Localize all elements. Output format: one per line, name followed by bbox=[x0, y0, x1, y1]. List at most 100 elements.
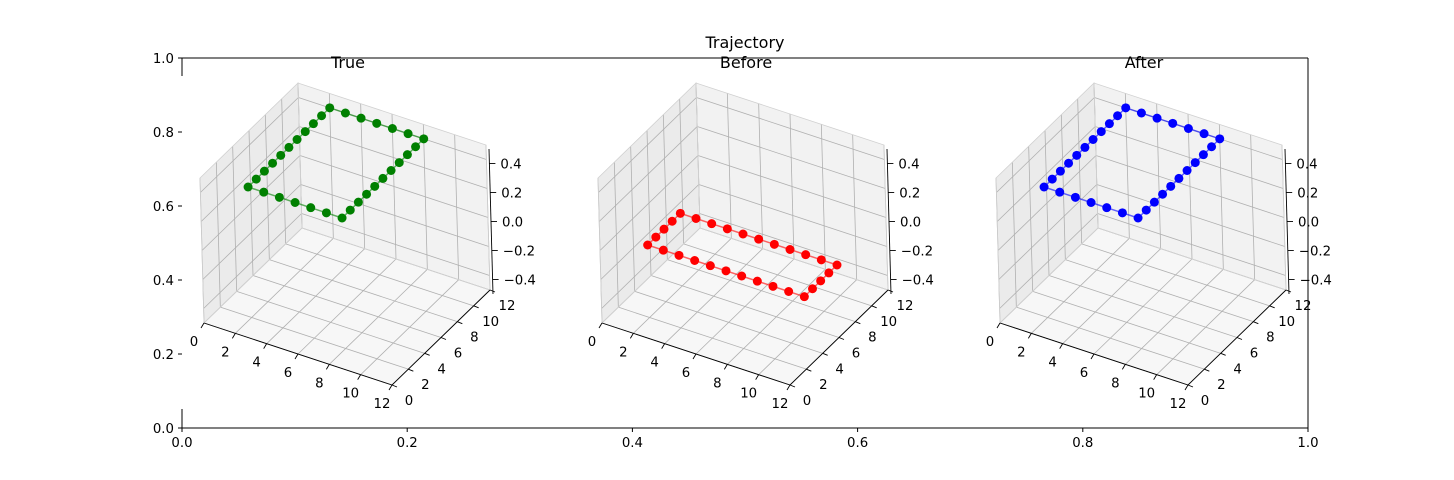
data-point bbox=[300, 127, 310, 137]
data-point bbox=[1166, 181, 1176, 191]
x-tick bbox=[786, 384, 791, 391]
data-point bbox=[737, 271, 747, 281]
data-point bbox=[1149, 197, 1159, 207]
z-tick-label: 0.2 bbox=[501, 187, 522, 202]
y-tick-label: 12 bbox=[499, 299, 516, 314]
data-point bbox=[738, 229, 748, 239]
x-tick bbox=[996, 322, 1001, 329]
z-tick-label: −0.2 bbox=[503, 245, 535, 260]
grid-line-y-floor bbox=[252, 275, 442, 338]
x-tick bbox=[263, 343, 268, 349]
y-tick bbox=[424, 352, 430, 356]
data-point bbox=[721, 266, 731, 276]
data-point bbox=[321, 208, 331, 218]
y-tick bbox=[855, 321, 861, 325]
x-tick-label: 2 bbox=[619, 345, 627, 360]
grid-line-z-left bbox=[996, 97, 1095, 193]
data-point bbox=[353, 197, 363, 207]
outer-y-tick-label: 0.8 bbox=[153, 126, 174, 141]
data-point bbox=[667, 216, 677, 226]
data-point bbox=[356, 113, 366, 123]
x-tick-label: 12 bbox=[374, 397, 391, 412]
data-point bbox=[370, 181, 380, 191]
data-point bbox=[1199, 129, 1209, 139]
data-point bbox=[832, 260, 842, 270]
data-point bbox=[402, 150, 412, 160]
y-tick bbox=[1187, 384, 1194, 388]
y-tick bbox=[408, 368, 414, 372]
data-point bbox=[754, 234, 764, 244]
data-point bbox=[243, 182, 253, 192]
data-point bbox=[1113, 111, 1123, 121]
z-tick-label: −0.4 bbox=[1300, 274, 1332, 289]
data-point bbox=[752, 276, 762, 286]
x-tick bbox=[1184, 384, 1189, 391]
y-tick-label: 0 bbox=[1201, 394, 1209, 409]
x-tick bbox=[1121, 364, 1126, 370]
x-tick-label: 8 bbox=[713, 376, 721, 391]
y-tick-label: 2 bbox=[1217, 378, 1225, 393]
grid-line-z-back bbox=[1095, 155, 1285, 218]
data-point bbox=[722, 224, 732, 234]
data-point bbox=[306, 203, 316, 213]
y-tick-label: 0 bbox=[803, 394, 811, 409]
data-point bbox=[276, 150, 286, 160]
outer-x-tick-label: 0.8 bbox=[1072, 436, 1093, 451]
z-tick-label: 0.0 bbox=[502, 216, 523, 231]
x-tick-label: 10 bbox=[1138, 387, 1155, 402]
data-point bbox=[690, 256, 700, 265]
grid-line-z-left bbox=[600, 184, 700, 280]
data-point bbox=[308, 119, 318, 129]
data-point bbox=[1070, 192, 1080, 202]
grid-line-y-floor bbox=[269, 259, 458, 323]
y-tick-label: 6 bbox=[852, 347, 860, 362]
grid-line-z-left bbox=[998, 184, 1098, 280]
data-point bbox=[372, 118, 382, 128]
data-point bbox=[1190, 158, 1200, 168]
y-tick-label: 4 bbox=[437, 362, 445, 377]
y-tick bbox=[440, 337, 447, 340]
outer-y-tick-label: 1.0 bbox=[153, 52, 174, 67]
x-tick bbox=[200, 322, 205, 329]
y-tick bbox=[806, 368, 812, 372]
grid-line-z-left bbox=[599, 155, 699, 251]
data-point bbox=[290, 198, 300, 207]
grid-line-z-left bbox=[996, 126, 1096, 222]
grid-line-z-left bbox=[203, 213, 302, 309]
grid-line-z-left bbox=[201, 155, 301, 251]
x-tick-label: 8 bbox=[1111, 376, 1119, 391]
data-point bbox=[808, 284, 817, 294]
data-point bbox=[1080, 142, 1090, 152]
z-tick-label: −0.4 bbox=[902, 274, 934, 289]
data-point bbox=[1141, 205, 1151, 215]
grid-line-z-left bbox=[598, 97, 697, 193]
grid-line-z-back bbox=[299, 155, 489, 218]
y-tick-label: 8 bbox=[470, 331, 478, 346]
data-point bbox=[1104, 119, 1114, 129]
y-tick-label: 6 bbox=[1250, 347, 1258, 362]
grid-line-z-back bbox=[1097, 213, 1286, 276]
y-tick bbox=[1220, 352, 1226, 356]
data-point bbox=[394, 158, 404, 168]
data-point bbox=[707, 219, 717, 229]
data-point bbox=[419, 134, 429, 144]
grid-line-y-floor bbox=[618, 306, 807, 370]
x-tick-label: 2 bbox=[221, 345, 229, 360]
data-point bbox=[643, 240, 653, 250]
grid-line-y-floor bbox=[1065, 259, 1254, 323]
x-tick bbox=[388, 384, 393, 391]
y-tick-label: 4 bbox=[1233, 362, 1241, 377]
data-point bbox=[651, 232, 661, 242]
data-point bbox=[403, 129, 413, 139]
data-point bbox=[658, 245, 668, 255]
data-point bbox=[386, 166, 396, 175]
x-tick-label: 4 bbox=[650, 356, 658, 371]
data-point bbox=[1064, 158, 1074, 168]
data-point bbox=[292, 135, 302, 144]
data-point bbox=[387, 124, 397, 133]
y-tick bbox=[822, 352, 828, 356]
grid-line-z-back bbox=[697, 155, 887, 218]
